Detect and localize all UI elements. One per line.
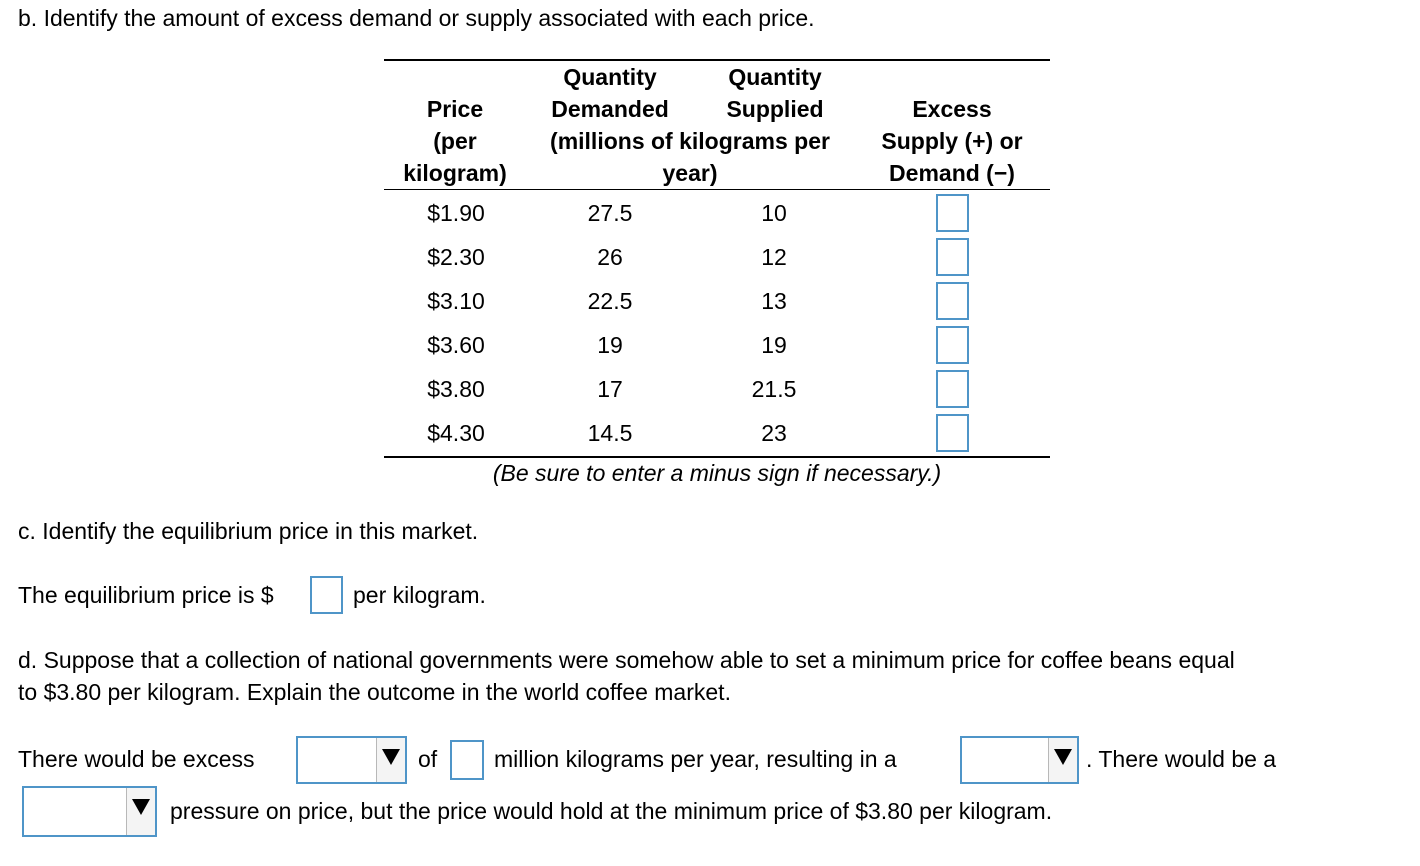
equilibrium-suffix: per kilogram. (353, 582, 486, 608)
pressure-direction-dropdown[interactable] (22, 786, 157, 837)
excess-input-5[interactable] (936, 370, 969, 408)
part-b-prompt: b. Identify the amount of excess demand … (18, 5, 815, 31)
part-d-prompt-line1: d. Suppose that a collection of national… (18, 647, 1235, 673)
excess-input-2[interactable] (936, 238, 969, 276)
sentence-pressure-label: pressure on price, but the price would h… (170, 798, 1053, 824)
header-excess-line2: Supply (+) or (881, 128, 1023, 154)
header-price-line3: kilogram) (403, 160, 507, 186)
header-excess-line3: Demand (−) (889, 160, 1015, 186)
table-top-rule (384, 59, 1050, 61)
demanded-cell: 27.5 (587, 200, 633, 226)
header-demanded-line1: Quantity (563, 64, 657, 90)
part-c-prompt: c. Identify the equilibrium price in thi… (18, 518, 479, 544)
header-supplied: Quantity Supplied (705, 61, 845, 125)
supplied-cell: 19 (761, 332, 787, 358)
excess-input-1[interactable] (936, 194, 969, 232)
demanded-cell: 19 (597, 332, 623, 358)
price-cell: $4.30 (427, 420, 485, 446)
supplied-cell: 13 (761, 288, 787, 314)
header-units: (millions of kilograms per year) (520, 125, 860, 189)
sentence-million-label: million kilograms per year, resulting in… (494, 746, 897, 772)
chevron-down-icon (126, 788, 155, 835)
chevron-down-icon (1048, 738, 1077, 782)
result-dropdown[interactable] (960, 736, 1079, 784)
header-units-line1: (millions of kilograms per (550, 128, 830, 154)
header-demanded-line2: Demanded (551, 96, 669, 122)
demanded-cell: 17 (597, 376, 623, 402)
sentence-excess-label: There would be excess (18, 746, 255, 772)
price-cell: $2.30 (427, 244, 485, 270)
excess-amount-input[interactable] (450, 740, 484, 780)
chevron-down-icon (376, 738, 405, 782)
part-d-prompt-line2: to $3.80 per kilogram. Explain the outco… (18, 679, 731, 705)
excess-input-3[interactable] (936, 282, 969, 320)
price-cell: $3.80 (427, 376, 485, 402)
sentence-of-label: of (418, 746, 438, 772)
equilibrium-price-input[interactable] (310, 576, 343, 614)
supplied-cell: 21.5 (751, 376, 797, 402)
price-cell: $3.10 (427, 288, 485, 314)
excess-input-6[interactable] (936, 414, 969, 452)
header-excess: Excess Supply (+) or Demand (−) (862, 93, 1042, 189)
header-price: Price (per kilogram) (390, 93, 520, 189)
excess-input-4[interactable] (936, 326, 969, 364)
header-supplied-line1: Quantity (728, 64, 822, 90)
excess-type-dropdown[interactable] (296, 736, 407, 784)
minus-sign-note: (Be sure to enter a minus sign if necess… (492, 460, 942, 486)
sentence-there-would-be: . There would be a (1086, 746, 1277, 772)
header-demanded: Quantity Demanded (540, 61, 680, 125)
demanded-cell: 26 (597, 244, 623, 270)
table-bottom-rule (384, 456, 1050, 458)
price-cell: $1.90 (427, 200, 485, 226)
header-supplied-line2: Supplied (726, 96, 824, 122)
demanded-cell: 14.5 (587, 420, 633, 446)
demanded-cell: 22.5 (587, 288, 633, 314)
header-divider (384, 189, 1050, 190)
header-excess-line1: Excess (912, 96, 992, 122)
equilibrium-prefix: The equilibrium price is $ (18, 582, 274, 608)
supplied-cell: 12 (761, 244, 787, 270)
price-cell: $3.60 (427, 332, 485, 358)
header-price-line1: Price (426, 96, 484, 122)
header-price-line2: (per (433, 128, 477, 154)
supplied-cell: 10 (761, 200, 787, 226)
header-units-line2: year) (662, 160, 718, 186)
supplied-cell: 23 (761, 420, 787, 446)
